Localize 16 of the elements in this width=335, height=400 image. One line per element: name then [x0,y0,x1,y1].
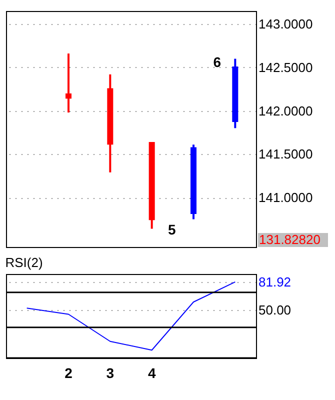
annotation: 6 [213,54,222,70]
text: 3 [106,365,114,381]
text: 131.82820 [259,232,320,247]
line-series [26,281,236,351]
chart-title: RSI(2) [5,255,43,270]
y-tick-label: 142.5000 [258,60,313,75]
y-tick-label: 142.0000 [258,103,313,118]
y-tick-label: 50.00 [258,302,292,318]
y-tick-label: 143.0000 [258,16,313,32]
y-tick-label: 81.92 [258,274,292,290]
candlestick [66,52,72,114]
text: 2 [64,365,73,381]
text: 4 [148,365,156,381]
y-tick-label: 141.0000 [258,190,313,206]
y-tick-label: 141.5000 [258,146,313,162]
annotation: 5 [168,221,176,238]
